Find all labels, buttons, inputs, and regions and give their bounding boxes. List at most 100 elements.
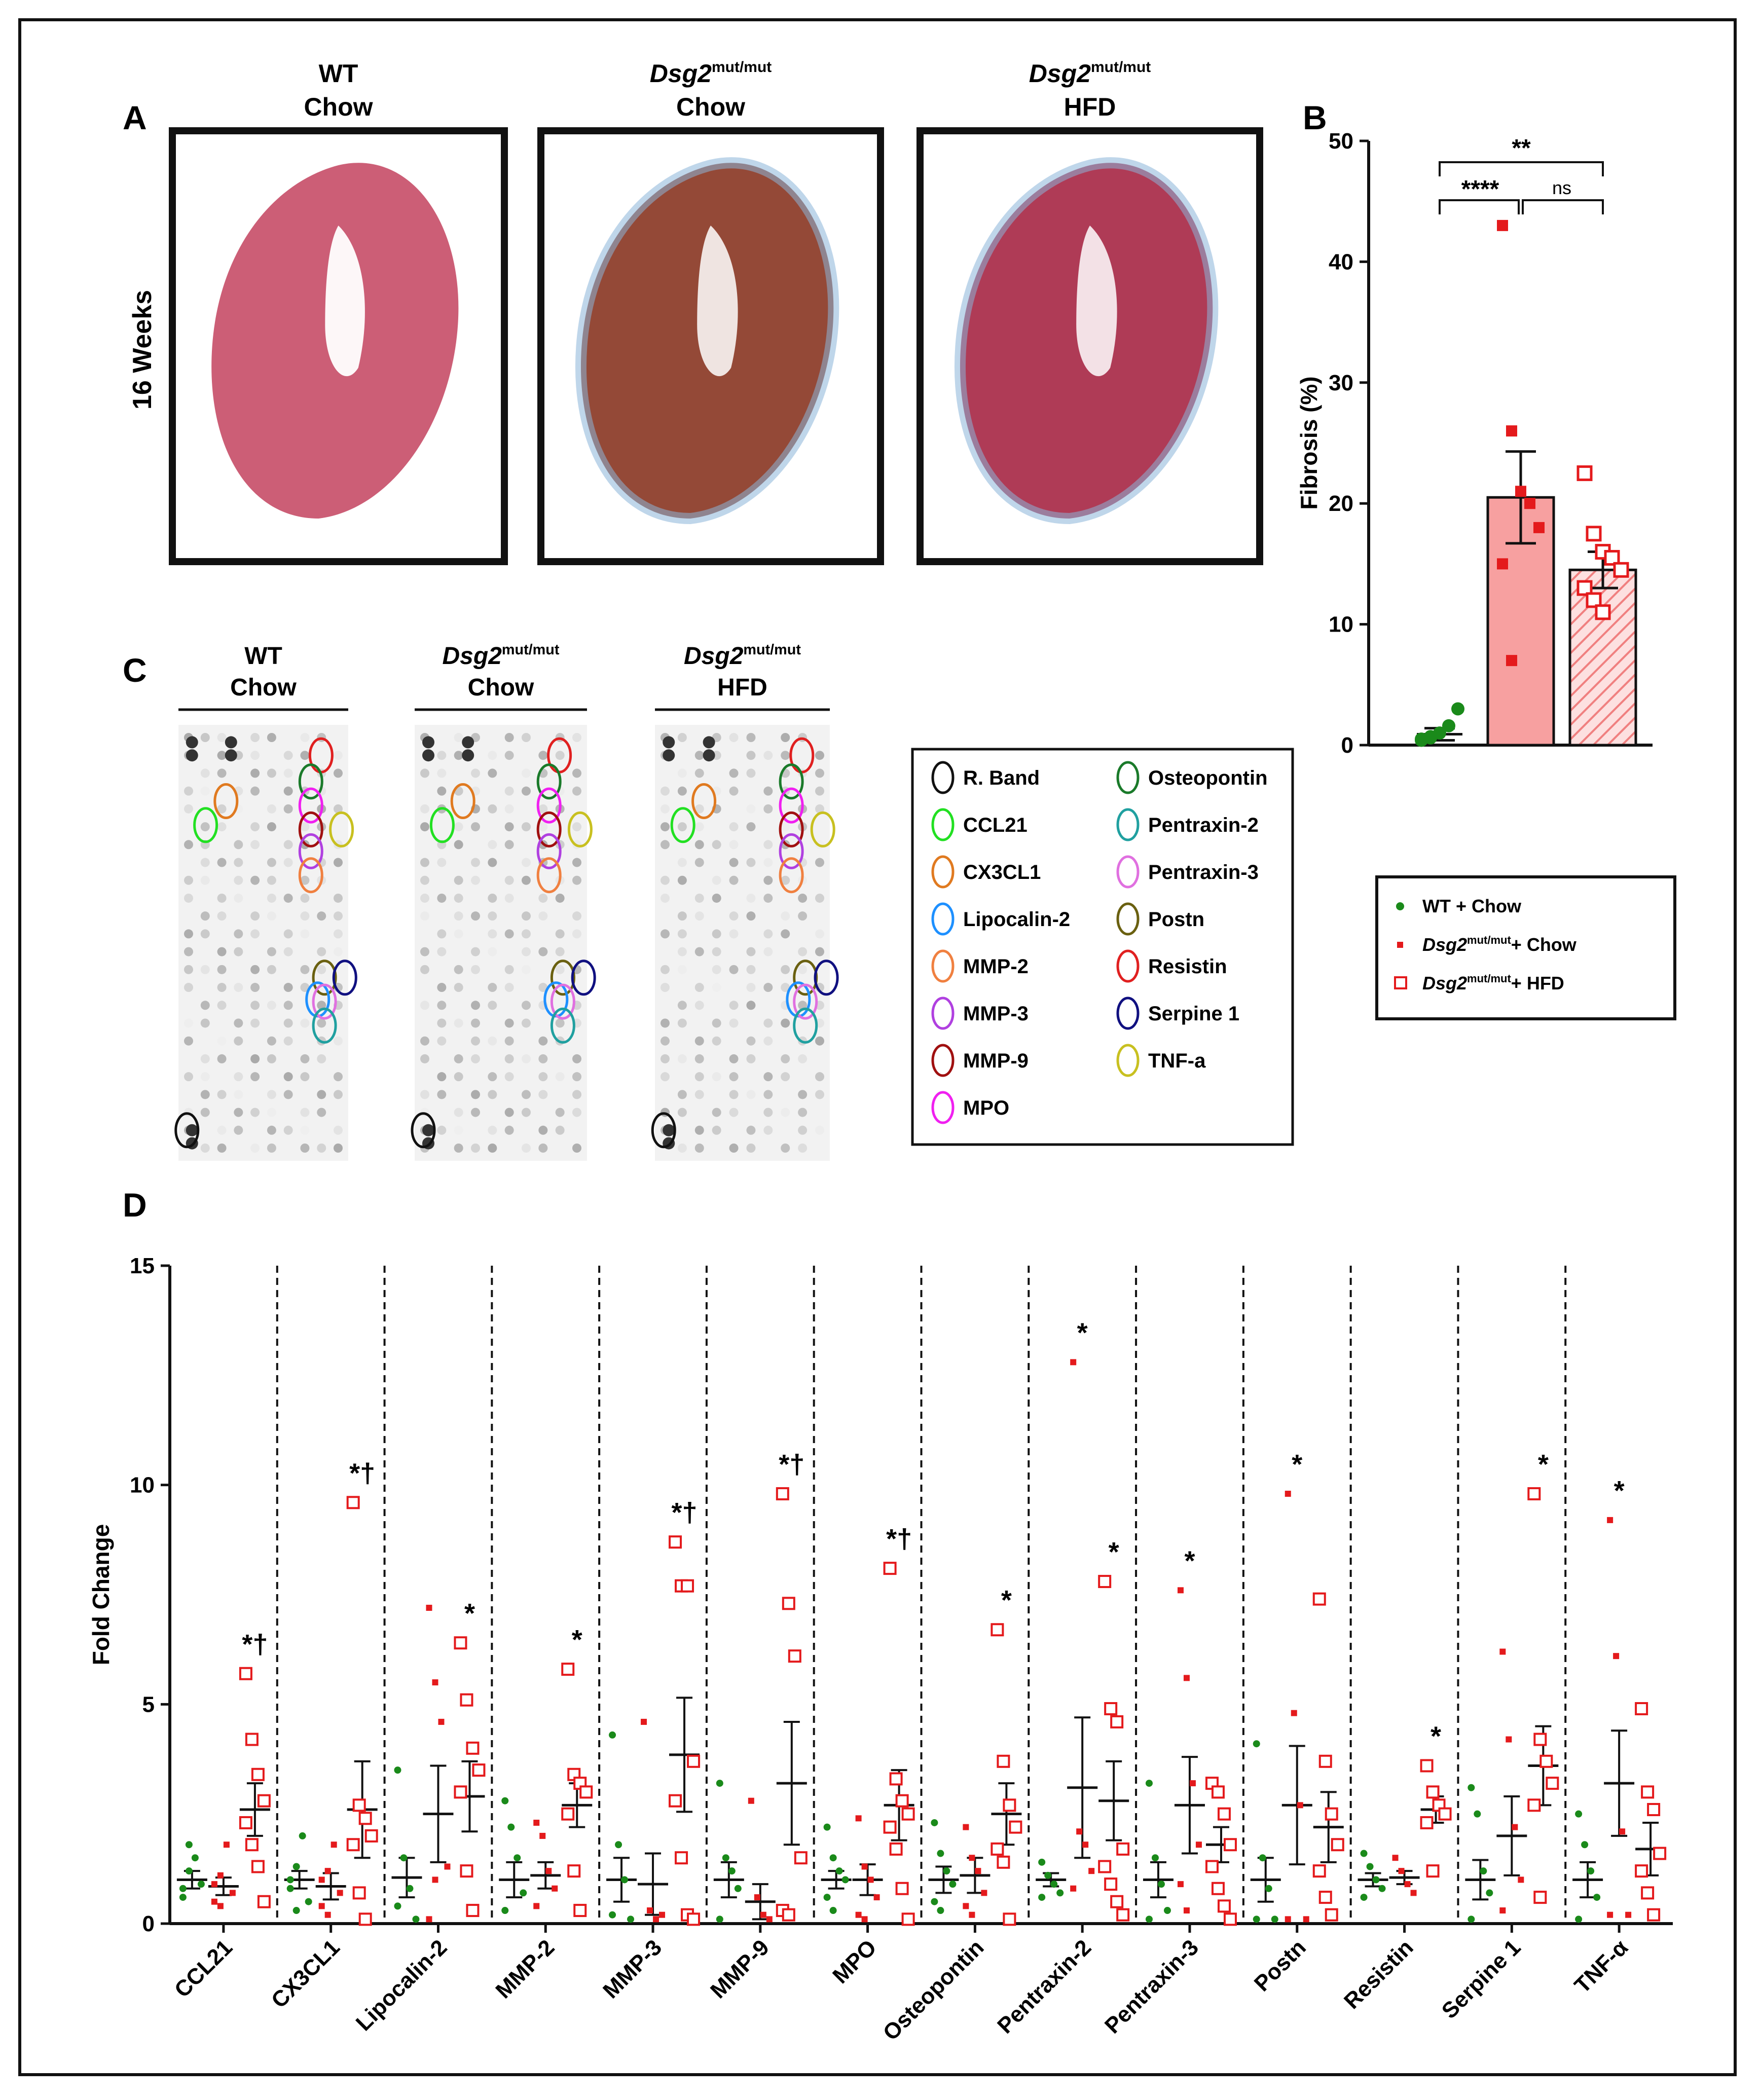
array-spot <box>694 768 704 778</box>
foldchange-point-hfd <box>1223 1912 1237 1926</box>
array-spot <box>317 1018 326 1028</box>
array-spot <box>815 1125 824 1135</box>
group-legend-marker <box>1394 976 1407 989</box>
array-spot <box>334 751 343 760</box>
array-spot <box>471 1144 480 1153</box>
foldchange-point-hfd <box>364 1829 378 1843</box>
foldchange-point-chow <box>426 1916 432 1923</box>
array-spot <box>798 1090 808 1099</box>
foldchange-point-hfd <box>901 1912 915 1926</box>
heart-lumen-3 <box>1076 226 1117 377</box>
array-spot <box>746 1144 756 1153</box>
array-spot <box>488 1001 497 1010</box>
array-spot <box>504 965 514 974</box>
foldchange-point-chow <box>337 1890 343 1896</box>
foldchange-point-chow <box>1082 1841 1089 1848</box>
foldchange-point-chow <box>754 1894 760 1901</box>
array-spot <box>454 1144 463 1153</box>
significance-mark: * <box>1109 1537 1119 1567</box>
foldchange-point-wt <box>299 1832 306 1839</box>
array-spot <box>471 1036 480 1046</box>
array-spot <box>781 751 790 760</box>
array-spot <box>572 1108 581 1117</box>
foldchange-point-wt <box>1480 1867 1487 1875</box>
array-legend-label: MMP-9 <box>963 1050 1029 1072</box>
array-marker-ellipse <box>779 833 804 869</box>
array-spot <box>437 1125 447 1135</box>
foldchange-x-tick-label: MMP-9 <box>706 1935 774 2003</box>
array-spot <box>781 983 790 992</box>
legend-ellipse <box>1116 808 1140 841</box>
array-spot <box>250 929 260 939</box>
foldchange-point-chow <box>318 1903 325 1909</box>
foldchange-point-wt <box>406 1885 414 1892</box>
array-spot <box>471 1001 480 1010</box>
foldchange-point-wt <box>1360 1894 1368 1901</box>
array-spot <box>504 929 514 939</box>
panel-c-title-3-line2: HFD <box>717 674 767 701</box>
array-legend-label: Serpine 1 <box>1148 1003 1239 1025</box>
array-spot <box>454 1018 463 1028</box>
array-spot <box>815 893 824 903</box>
array-spot <box>234 875 243 885</box>
array-marker-ellipse <box>536 857 562 894</box>
array-spot <box>488 768 497 778</box>
sig-bracket <box>1439 161 1604 176</box>
foldchange-point-hfd <box>1546 1777 1559 1790</box>
array-spot <box>471 875 480 885</box>
array-spot <box>746 858 756 867</box>
array-legend-label: Osteopontin <box>1148 767 1268 789</box>
foldchange-point-wt <box>829 1907 837 1914</box>
array-spot <box>267 965 276 974</box>
array-spot <box>217 858 227 867</box>
foldchange-point-wt <box>1145 1915 1153 1923</box>
foldchange-point-wt <box>305 1898 312 1905</box>
array-spot <box>712 1036 721 1046</box>
array-spot <box>267 911 276 921</box>
array-spot <box>763 893 773 903</box>
array-spot <box>729 858 739 867</box>
foldchange-point-hfd <box>1098 1860 1112 1873</box>
array-spot <box>250 1144 260 1153</box>
array-marker-ellipse <box>213 783 239 819</box>
array-spot <box>763 1125 773 1135</box>
array-spot <box>267 804 276 814</box>
foldchange-point-wt <box>937 1907 944 1914</box>
fibrosis-stain-3 <box>955 157 1219 525</box>
array-spot <box>300 1054 310 1063</box>
legend-ellipse <box>931 855 955 889</box>
foldchange-point-chow <box>223 1841 230 1848</box>
foldchange-point-chow <box>1499 1648 1506 1655</box>
array-spot <box>781 1144 790 1153</box>
foldchange-point-chow <box>545 1868 552 1874</box>
array-spot <box>572 1090 581 1099</box>
legend-ellipse <box>931 1091 955 1124</box>
array-spot <box>234 840 243 850</box>
array-spot <box>334 768 343 778</box>
array-legend-label: MMP-2 <box>963 955 1029 978</box>
array-spot <box>283 751 293 760</box>
array-spot <box>234 1036 243 1046</box>
array-spot <box>334 1090 343 1099</box>
array-spot <box>661 1054 670 1063</box>
array-spot <box>200 1144 210 1153</box>
array-spot <box>572 733 581 742</box>
array-spot <box>763 858 773 867</box>
foldchange-point-hfd <box>687 1912 701 1926</box>
array-spot <box>300 751 310 760</box>
array-spot <box>781 822 790 832</box>
array-spot <box>200 1001 210 1010</box>
array-spot <box>437 1090 447 1099</box>
array-reference-spot <box>462 749 474 762</box>
array-spot <box>522 929 531 939</box>
array-spot <box>729 1108 739 1117</box>
array-legend-label: MPO <box>963 1097 1009 1119</box>
array-spot <box>471 947 480 956</box>
foldchange-point-chow <box>1607 1517 1614 1523</box>
foldchange-point-hfd <box>1331 1838 1344 1852</box>
fibrosis-y-tick-label: 0 <box>1341 733 1353 758</box>
array-marker-ellipse <box>450 783 475 819</box>
array-spot <box>334 947 343 956</box>
array-spot <box>781 1018 790 1028</box>
foldchange-point-wt <box>734 1885 742 1892</box>
